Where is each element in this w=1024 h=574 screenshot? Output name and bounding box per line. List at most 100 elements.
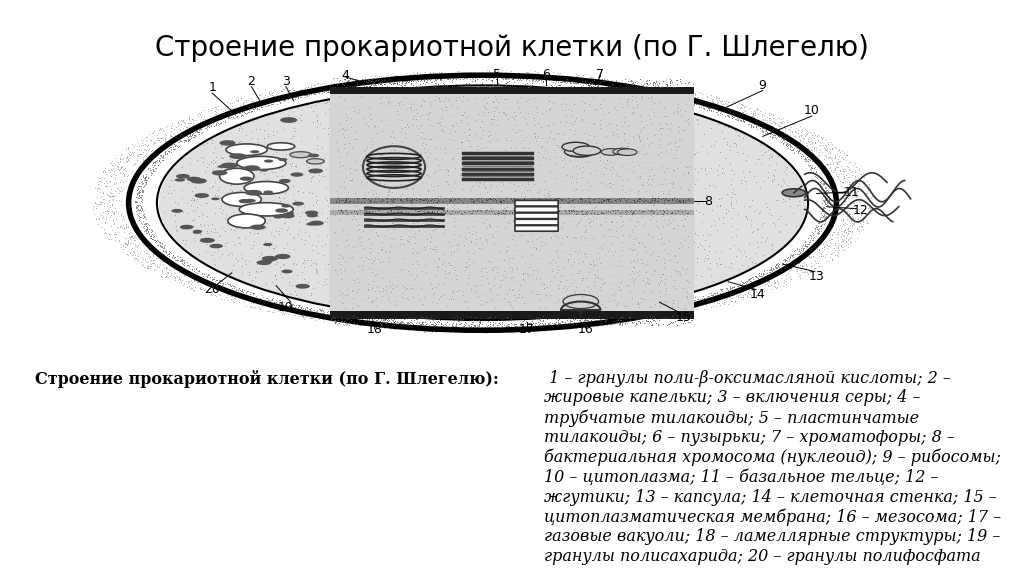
Ellipse shape [159, 86, 806, 319]
Text: 3: 3 [282, 75, 290, 88]
Bar [330, 87, 694, 319]
Circle shape [219, 140, 236, 146]
Circle shape [782, 189, 806, 197]
Circle shape [246, 190, 262, 195]
Circle shape [306, 223, 315, 226]
Circle shape [566, 148, 594, 157]
Circle shape [195, 193, 209, 198]
Circle shape [186, 177, 201, 181]
Ellipse shape [306, 158, 325, 164]
Text: 12: 12 [853, 204, 868, 216]
Circle shape [264, 160, 273, 162]
Circle shape [306, 214, 318, 218]
Circle shape [263, 191, 273, 194]
Circle shape [275, 254, 291, 259]
Ellipse shape [244, 181, 289, 194]
Circle shape [239, 199, 252, 203]
Ellipse shape [226, 144, 267, 156]
Ellipse shape [228, 214, 265, 228]
Circle shape [229, 153, 247, 159]
Circle shape [262, 259, 272, 263]
Circle shape [245, 190, 261, 195]
Ellipse shape [219, 168, 254, 184]
Circle shape [282, 204, 291, 208]
Text: 10: 10 [804, 104, 820, 118]
Text: 17: 17 [519, 323, 535, 336]
Circle shape [291, 172, 303, 177]
Circle shape [175, 178, 185, 181]
FancyBboxPatch shape [515, 207, 558, 212]
Circle shape [240, 177, 253, 181]
Circle shape [281, 117, 297, 123]
FancyBboxPatch shape [515, 200, 558, 206]
Circle shape [180, 225, 194, 230]
Circle shape [211, 197, 219, 200]
Ellipse shape [237, 156, 286, 169]
Circle shape [193, 231, 202, 234]
Circle shape [200, 238, 215, 243]
Circle shape [193, 230, 203, 233]
Text: 8: 8 [705, 195, 713, 208]
Circle shape [273, 215, 283, 219]
Circle shape [217, 165, 225, 168]
Text: 6: 6 [543, 68, 550, 80]
Bar [330, 87, 694, 94]
Text: 7: 7 [596, 68, 604, 80]
Text: 4: 4 [341, 68, 349, 82]
Text: 18: 18 [367, 323, 382, 336]
Bar [330, 198, 694, 204]
Circle shape [243, 165, 260, 171]
Circle shape [296, 284, 310, 289]
Text: 9: 9 [759, 79, 767, 92]
Circle shape [212, 170, 227, 176]
Bar [330, 79, 694, 87]
Circle shape [275, 208, 288, 213]
Text: 11: 11 [844, 185, 859, 199]
Text: 1: 1 [208, 82, 216, 95]
Text: 20: 20 [204, 283, 220, 296]
Circle shape [308, 169, 323, 173]
Circle shape [308, 154, 319, 157]
Text: Строение прокариотной клетки (по Г. Шлегелю):: Строение прокариотной клетки (по Г. Шлег… [35, 370, 499, 388]
Circle shape [245, 199, 256, 203]
Text: 15: 15 [676, 311, 692, 324]
Bar [330, 210, 694, 215]
Circle shape [562, 142, 590, 152]
Circle shape [171, 209, 183, 213]
Circle shape [263, 243, 272, 246]
Ellipse shape [290, 152, 311, 158]
Circle shape [601, 149, 621, 155]
Circle shape [250, 224, 265, 230]
Circle shape [250, 150, 259, 153]
Ellipse shape [240, 203, 293, 216]
FancyBboxPatch shape [515, 213, 558, 219]
Text: 13: 13 [809, 270, 824, 283]
Text: 2: 2 [248, 75, 255, 88]
Circle shape [280, 180, 290, 183]
Circle shape [279, 179, 291, 183]
Circle shape [220, 162, 239, 169]
Circle shape [612, 148, 633, 155]
Text: Строение прокариотной клетки (по Г. Шлегелю): Строение прокариотной клетки (по Г. Шлег… [155, 34, 869, 62]
Circle shape [286, 212, 294, 215]
Circle shape [564, 147, 592, 157]
Bar [330, 312, 694, 319]
Circle shape [305, 211, 318, 215]
Circle shape [176, 174, 189, 179]
FancyBboxPatch shape [515, 219, 558, 225]
Circle shape [257, 260, 271, 265]
Circle shape [282, 270, 293, 273]
Circle shape [617, 149, 637, 156]
Circle shape [573, 146, 601, 156]
FancyBboxPatch shape [515, 226, 558, 231]
Circle shape [262, 256, 278, 261]
Text: 14: 14 [750, 288, 766, 301]
Circle shape [259, 169, 268, 172]
Ellipse shape [267, 143, 295, 150]
Text: 1 – гранулы поли-β-оксимасляной кислоты; 2 – жировые капельки; 3 – включения сер: 1 – гранулы поли-β-оксимасляной кислоты;… [544, 370, 1001, 565]
Circle shape [190, 178, 207, 184]
Circle shape [292, 201, 304, 205]
Circle shape [280, 214, 295, 218]
Ellipse shape [222, 192, 261, 207]
Text: 19: 19 [279, 301, 294, 314]
